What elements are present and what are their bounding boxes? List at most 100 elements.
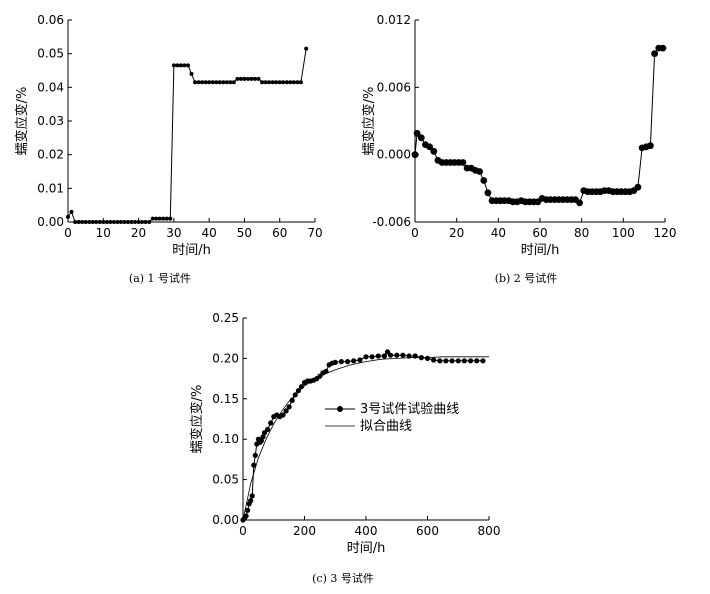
x-tick-label: 80 bbox=[574, 226, 589, 240]
data-point bbox=[258, 438, 264, 444]
fit-curve-line bbox=[242, 356, 489, 521]
data-point bbox=[164, 216, 169, 221]
data-point bbox=[76, 220, 81, 224]
data-point bbox=[455, 358, 461, 364]
data-point bbox=[270, 80, 275, 85]
x-tick-label: 120 bbox=[654, 226, 677, 240]
y-tick-label: 0.012 bbox=[377, 13, 411, 27]
data-point bbox=[298, 80, 303, 85]
data-point bbox=[443, 358, 449, 364]
data-point bbox=[126, 220, 130, 224]
x-tick-label: 50 bbox=[237, 226, 252, 240]
x-tick-label: 70 bbox=[307, 226, 322, 240]
data-point bbox=[281, 80, 286, 85]
data-point bbox=[249, 493, 255, 499]
x-tick-label: 600 bbox=[416, 524, 439, 538]
x-tick-label: 0 bbox=[411, 226, 419, 240]
data-point bbox=[634, 183, 642, 191]
y-tick-label: 0.000 bbox=[377, 148, 411, 162]
data-point bbox=[394, 352, 400, 358]
x-axis-label: 时间/h bbox=[347, 541, 386, 556]
data-point bbox=[217, 80, 222, 85]
data-point bbox=[274, 80, 279, 85]
data-point bbox=[417, 134, 425, 142]
x-tick-label: 800 bbox=[478, 524, 501, 538]
data-point bbox=[411, 151, 419, 159]
data-point bbox=[261, 430, 268, 436]
data-point bbox=[104, 220, 109, 224]
data-point bbox=[246, 76, 250, 81]
data-point bbox=[248, 498, 254, 504]
data-point bbox=[252, 452, 258, 458]
x-tick-label: 30 bbox=[166, 226, 181, 240]
y-tick-label: 0.04 bbox=[37, 80, 64, 94]
data-point bbox=[474, 358, 480, 364]
caption-a: (a) 1 号试件 bbox=[129, 272, 191, 285]
data-point bbox=[203, 80, 208, 85]
data-point bbox=[129, 220, 134, 224]
data-point bbox=[168, 216, 173, 221]
x-tick-label: 40 bbox=[491, 226, 506, 240]
data-point bbox=[295, 80, 300, 85]
data-point bbox=[381, 353, 387, 359]
data-point bbox=[437, 358, 443, 364]
data-point bbox=[277, 80, 282, 85]
data-point bbox=[363, 354, 369, 360]
data-point bbox=[73, 220, 78, 224]
x-tick-label: 20 bbox=[449, 226, 464, 240]
x-axis-label: 时间/h bbox=[172, 243, 211, 258]
data-point bbox=[207, 80, 212, 85]
y-axis-label: 蠕变应变/% bbox=[14, 87, 30, 156]
data-point bbox=[431, 357, 437, 363]
data-point bbox=[69, 209, 74, 214]
data-point bbox=[351, 358, 357, 364]
data-point bbox=[231, 80, 236, 85]
data-point bbox=[449, 358, 455, 364]
x-tick-label: 200 bbox=[293, 524, 316, 538]
legend-label-test: 3号试件试验曲线 bbox=[360, 401, 459, 417]
data-point bbox=[189, 71, 194, 76]
data-point bbox=[178, 63, 183, 68]
data-point bbox=[304, 46, 309, 51]
data-point bbox=[154, 216, 159, 221]
data-point bbox=[323, 368, 329, 374]
data-point bbox=[286, 404, 292, 410]
data-point bbox=[280, 412, 286, 418]
data-point bbox=[87, 220, 92, 224]
data-point bbox=[388, 352, 394, 358]
y-axis-label: 蠕变应变/% bbox=[361, 87, 377, 156]
data-point bbox=[480, 358, 486, 364]
data-point bbox=[284, 80, 289, 85]
y-tick-label: 0.006 bbox=[377, 80, 411, 94]
x-tick-label: 400 bbox=[355, 524, 378, 538]
data-point bbox=[196, 80, 201, 85]
data-point bbox=[251, 462, 257, 468]
data-point bbox=[659, 44, 667, 52]
chart-specimen-1: 0 10 20 30 40 50 60 70 0.00 0.01 0.02 0.03 0.04 0.05 0… bbox=[14, 13, 323, 258]
data-point bbox=[115, 220, 120, 224]
y-tick-label: 0.03 bbox=[37, 114, 64, 128]
x-tick-label: 0 bbox=[64, 226, 72, 240]
data-point bbox=[210, 80, 215, 85]
data-point bbox=[221, 80, 226, 85]
data-point bbox=[459, 159, 467, 166]
chart-specimen-3: 0 200 400 600 800 0.00 0.05 0.10 0.15 0.20 0.25 时间/… bbox=[189, 311, 500, 556]
data-point bbox=[260, 80, 265, 85]
legend-label-fit: 拟合曲线 bbox=[360, 419, 412, 434]
data-point bbox=[228, 80, 233, 85]
data-point bbox=[94, 220, 99, 224]
data-point bbox=[384, 349, 391, 355]
x-tick-label: 0 bbox=[239, 524, 247, 538]
y-tick-label: 0.06 bbox=[37, 13, 64, 27]
data-point bbox=[253, 76, 257, 81]
data-point bbox=[143, 220, 148, 224]
data-point bbox=[424, 355, 431, 361]
y-tick-label: 0.25 bbox=[212, 311, 239, 325]
y-tick-label: 0.01 bbox=[37, 181, 64, 195]
data-point bbox=[238, 76, 243, 81]
data-point bbox=[338, 359, 344, 365]
data-point bbox=[171, 63, 176, 68]
y-tick-label: 0.00 bbox=[212, 513, 239, 527]
y-axis-label: 蠕变应变/% bbox=[189, 385, 205, 454]
data-point bbox=[647, 142, 654, 150]
